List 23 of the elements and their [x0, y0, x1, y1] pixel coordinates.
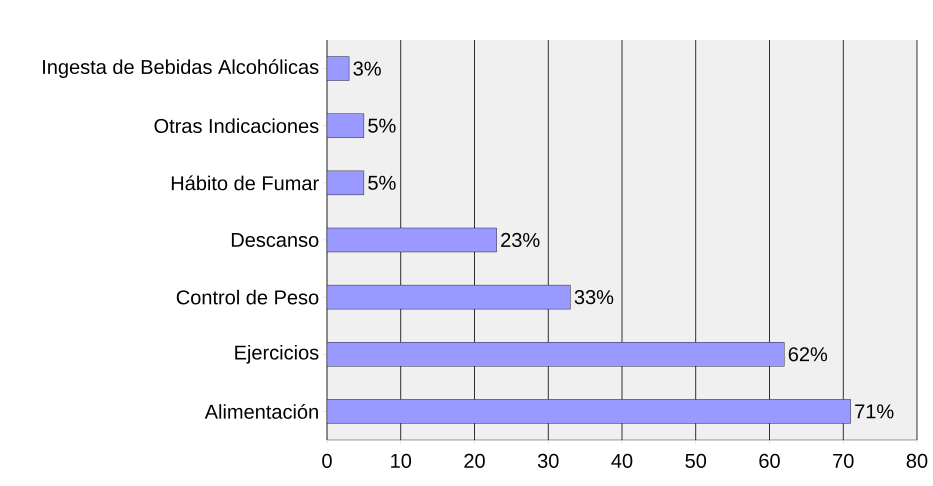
y-tick-label: Ingesta de Bebidas Alcohólicas: [43, 59, 318, 78]
x-tick-label: 50: [685, 454, 706, 468]
data-label: 62%: [788, 347, 828, 362]
data-label: 71%: [855, 404, 894, 418]
x-tick-label: 40: [611, 454, 632, 468]
y-tick-label: Control de Peso: [176, 290, 318, 304]
y-tick-label: Alimentación: [204, 404, 318, 419]
x-tick-label: 20: [464, 454, 485, 468]
data-label: 5%: [368, 118, 396, 133]
y-tick-label: Otras Indicaciones: [154, 118, 318, 134]
data-label: 23%: [501, 232, 540, 248]
x-tick-label: 0: [322, 454, 332, 468]
data-label: 5%: [368, 176, 396, 190]
x-tick-label: 60: [759, 454, 780, 468]
data-label: 33%: [574, 290, 614, 304]
data-label: 3%: [353, 61, 381, 76]
y-tick-label: Ejercicios: [235, 344, 318, 364]
x-tick-label: 10: [391, 454, 412, 468]
x-tick-label: 80: [906, 454, 928, 468]
y-tick-label: Descanso: [232, 233, 318, 247]
y-tick-label: Hábito de Fumar: [172, 175, 319, 190]
x-tick-label: 30: [538, 454, 559, 468]
x-tick-label: 70: [833, 454, 854, 468]
